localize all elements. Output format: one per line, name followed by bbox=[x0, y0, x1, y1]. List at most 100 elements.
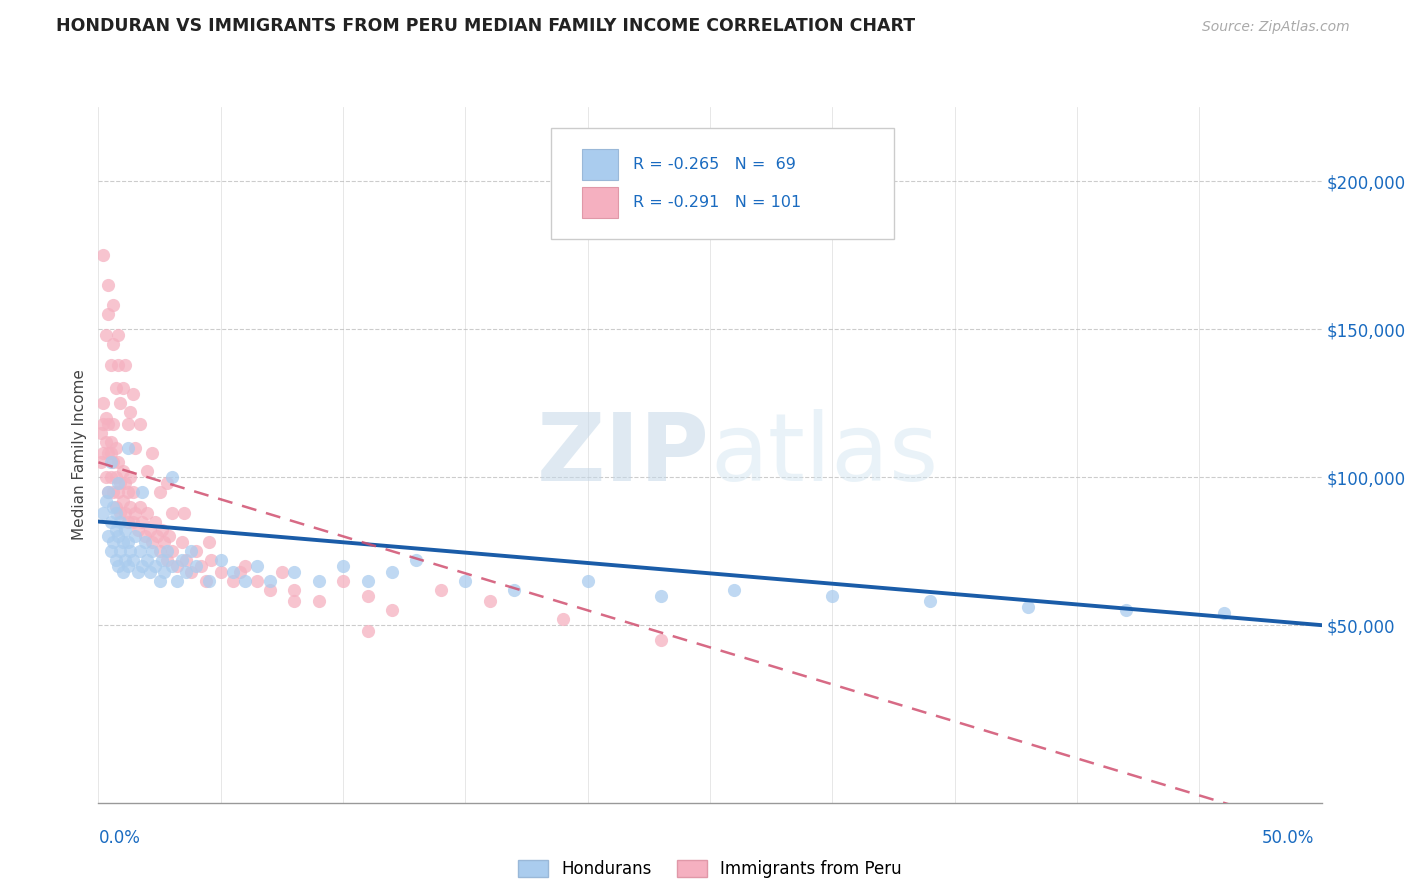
Point bbox=[136, 464, 159, 478]
Point bbox=[156, 544, 179, 558]
Point bbox=[149, 544, 172, 558]
Point bbox=[356, 574, 378, 588]
Point bbox=[120, 500, 142, 514]
Point bbox=[356, 624, 378, 638]
Point bbox=[91, 396, 114, 410]
Point bbox=[197, 574, 219, 588]
Point bbox=[157, 529, 180, 543]
Point bbox=[101, 500, 124, 514]
Point bbox=[146, 529, 169, 543]
Point bbox=[114, 506, 136, 520]
Point bbox=[131, 558, 153, 573]
Point bbox=[136, 553, 159, 567]
Point bbox=[121, 484, 143, 499]
Point bbox=[111, 381, 134, 395]
Point bbox=[308, 574, 330, 588]
Point bbox=[117, 515, 139, 529]
Point bbox=[111, 464, 134, 478]
Point bbox=[101, 455, 124, 469]
Point bbox=[104, 441, 127, 455]
Point bbox=[180, 565, 202, 579]
Text: atlas: atlas bbox=[710, 409, 938, 501]
Point bbox=[143, 558, 166, 573]
Point bbox=[1017, 600, 1039, 615]
Point bbox=[100, 470, 122, 484]
Point bbox=[131, 484, 153, 499]
Point bbox=[91, 248, 114, 262]
Point bbox=[308, 594, 330, 608]
Point bbox=[150, 553, 173, 567]
Point bbox=[124, 441, 146, 455]
Point bbox=[101, 417, 124, 431]
Point bbox=[107, 484, 129, 499]
Point bbox=[821, 589, 844, 603]
Point bbox=[97, 307, 120, 321]
Point bbox=[114, 524, 136, 538]
Point bbox=[101, 484, 124, 499]
Point bbox=[110, 396, 132, 410]
Point bbox=[127, 565, 149, 579]
Text: 0.0%: 0.0% bbox=[98, 829, 141, 847]
Point bbox=[166, 558, 188, 573]
Point bbox=[107, 328, 129, 343]
Point bbox=[100, 455, 122, 469]
Point bbox=[134, 535, 156, 549]
Legend: Hondurans, Immigrants from Peru: Hondurans, Immigrants from Peru bbox=[512, 854, 908, 885]
Point bbox=[121, 387, 143, 401]
Point bbox=[153, 565, 176, 579]
Text: HONDURAN VS IMMIGRANTS FROM PERU MEDIAN FAMILY INCOME CORRELATION CHART: HONDURAN VS IMMIGRANTS FROM PERU MEDIAN … bbox=[56, 17, 915, 35]
Point bbox=[101, 337, 124, 351]
Point bbox=[186, 544, 208, 558]
Point bbox=[94, 328, 117, 343]
Point bbox=[405, 553, 427, 567]
Point bbox=[222, 574, 245, 588]
Point bbox=[120, 405, 142, 419]
Point bbox=[332, 574, 354, 588]
Point bbox=[160, 544, 183, 558]
Point bbox=[110, 515, 132, 529]
Point bbox=[246, 574, 269, 588]
Point bbox=[107, 358, 129, 372]
Point bbox=[104, 524, 127, 538]
Point bbox=[107, 558, 129, 573]
Point bbox=[149, 574, 172, 588]
Text: ZIP: ZIP bbox=[537, 409, 710, 501]
Text: 50.0%: 50.0% bbox=[1263, 829, 1315, 847]
Point bbox=[104, 553, 127, 567]
Point bbox=[97, 484, 120, 499]
Point bbox=[430, 582, 453, 597]
Point bbox=[91, 506, 114, 520]
Point bbox=[283, 582, 305, 597]
Point bbox=[94, 470, 117, 484]
Point bbox=[650, 632, 672, 647]
Point bbox=[270, 565, 294, 579]
Point bbox=[920, 594, 942, 608]
Point bbox=[114, 358, 136, 372]
Text: Source: ZipAtlas.com: Source: ZipAtlas.com bbox=[1202, 21, 1350, 34]
Point bbox=[454, 574, 477, 588]
Point bbox=[222, 565, 245, 579]
Point bbox=[143, 515, 166, 529]
Point bbox=[160, 558, 183, 573]
Point bbox=[100, 544, 122, 558]
Point bbox=[650, 589, 672, 603]
Point bbox=[110, 506, 132, 520]
FancyBboxPatch shape bbox=[551, 128, 894, 239]
FancyBboxPatch shape bbox=[582, 149, 619, 180]
Point bbox=[124, 506, 146, 520]
Point bbox=[246, 558, 269, 573]
Point bbox=[195, 574, 218, 588]
Point bbox=[104, 506, 127, 520]
Point bbox=[259, 582, 281, 597]
Point bbox=[100, 434, 122, 449]
Point bbox=[121, 515, 143, 529]
Point bbox=[186, 558, 208, 573]
Point bbox=[173, 506, 195, 520]
Point bbox=[139, 524, 162, 538]
Point bbox=[332, 558, 354, 573]
Point bbox=[153, 535, 176, 549]
Point bbox=[129, 417, 152, 431]
Point bbox=[100, 515, 122, 529]
Point bbox=[156, 476, 179, 491]
Point bbox=[107, 529, 129, 543]
